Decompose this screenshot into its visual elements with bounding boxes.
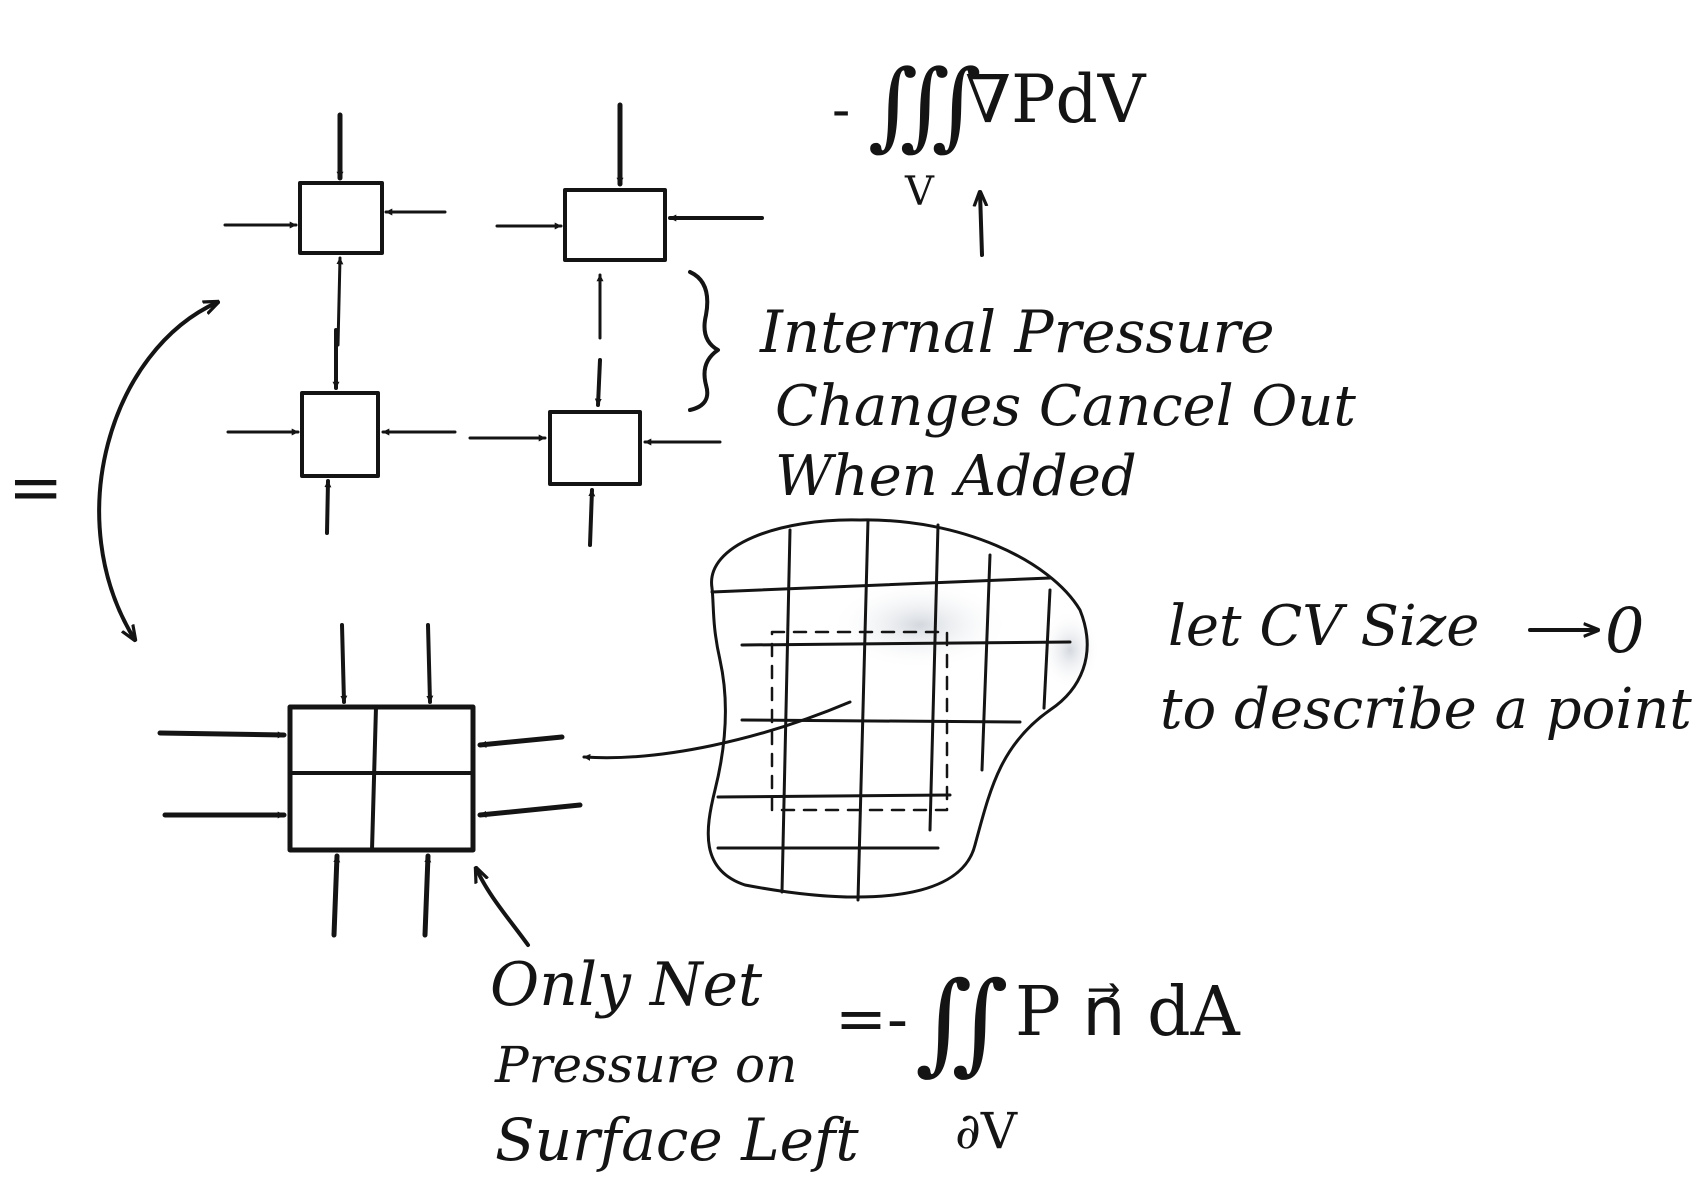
cv-bottom-right (468, 410, 722, 547)
cv-box (563, 188, 667, 262)
cv-box (298, 181, 384, 255)
internal-line-1: Internal Pressure (759, 298, 1275, 366)
net-line-2: Pressure on (494, 1036, 797, 1094)
volume-subscript: V (904, 169, 935, 215)
net-line-3: Surface Left (495, 1106, 859, 1174)
arrow-left-1 (477, 734, 565, 748)
triple-integral-sign: ∭ (868, 49, 981, 161)
surface-integral-equation: =- ∬ P n⃗ dA ∂V (835, 958, 1241, 1160)
zero-value: 0 (1605, 594, 1644, 667)
bottom-equals-minus: =- (835, 982, 908, 1055)
double-integral-sign: ∬ (915, 958, 1009, 1086)
arrow-up-1 (331, 853, 341, 938)
left-equals-sign: = (8, 449, 63, 526)
grid-line (856, 518, 870, 902)
cv-top-right (495, 102, 764, 262)
arrow-down-2 (426, 623, 434, 704)
arrow-up (324, 479, 332, 535)
grid-line (780, 528, 792, 894)
boundary-subscript: ∂V (955, 1102, 1018, 1160)
combined-cv (157, 623, 583, 938)
p-n-da: P n⃗ dA (1015, 973, 1241, 1052)
internal-pressure-note: Internal Pressure Changes Cancel Out Whe… (759, 298, 1356, 509)
combined-cv-box (287, 704, 476, 853)
grid-line (716, 793, 952, 799)
grid-line (740, 718, 1022, 724)
blob-to-cv-arrow (582, 700, 852, 761)
grid-line (710, 576, 1052, 594)
arrow-up-between-left (336, 256, 344, 347)
cv-bottom-left (226, 391, 457, 535)
arrow-right-1 (157, 730, 287, 739)
cv-top-left (223, 112, 447, 255)
grid-line (928, 523, 940, 832)
combined-cv-vdivider (370, 705, 378, 852)
curved-double-arrow (97, 302, 218, 640)
net-pressure-pointer-arrow (476, 868, 530, 947)
grid-line (980, 553, 992, 772)
volume-integral-equation: - ∭ ∇PdV V (832, 49, 1147, 257)
cv-box (548, 410, 642, 486)
dashed-subregion (770, 630, 949, 812)
top-minus: - (832, 78, 850, 141)
grad-p-dv: ∇PdV (965, 61, 1147, 138)
net-pressure-note: Only Net Pressure on Surface Left (490, 950, 859, 1174)
net-line-1: Only Net (490, 950, 763, 1020)
arrow-up (588, 488, 596, 547)
curly-brace (688, 270, 720, 412)
grid-line (740, 640, 1072, 647)
arrow-down-between-right (594, 358, 602, 407)
cv-box (300, 391, 380, 478)
describe-point-text: to describe a point (1160, 677, 1692, 742)
cv-size-text: let CV Size (1168, 594, 1479, 659)
subscript-pointer-arrow (980, 190, 982, 257)
arbitrary-volume-blob (706, 518, 1100, 902)
arrow-up-2 (422, 853, 432, 938)
arrow-left-2 (477, 802, 583, 818)
internal-line-2: Changes Cancel Out (775, 374, 1356, 439)
cv-size-note: let CV Size 0 to describe a point (1160, 594, 1692, 742)
internal-line-3: When Added (775, 444, 1137, 509)
smudge (830, 580, 1010, 670)
arrow-down-1 (340, 623, 348, 704)
blob-outline (706, 518, 1089, 899)
grid-line (1042, 588, 1052, 710)
